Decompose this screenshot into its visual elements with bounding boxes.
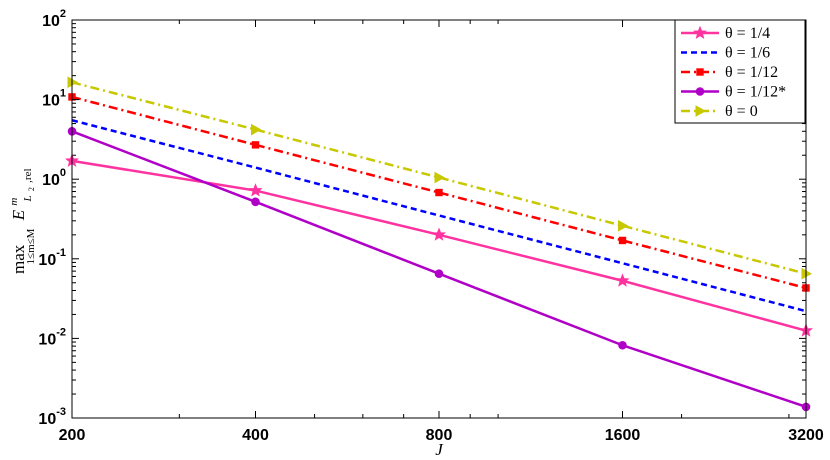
legend-item: θ = 1/12 — [681, 64, 778, 81]
data-point-circle — [695, 87, 705, 96]
y-label-max: max — [9, 244, 28, 274]
legend-label: θ = 0 — [725, 103, 758, 120]
data-point-star — [692, 25, 708, 39]
series-4 — [67, 126, 811, 412]
legend-label: θ = 1/4 — [725, 25, 770, 42]
series-line — [71, 159, 807, 332]
x-tick-label: 400 — [242, 427, 269, 444]
data-point-triangle — [695, 105, 707, 117]
x-tick-label: 3200 — [788, 427, 824, 444]
x-axis-label: J — [435, 440, 444, 459]
y-label-subscript-l: L — [22, 195, 34, 202]
data-point-square — [618, 236, 627, 245]
legend-item: θ = 0 — [681, 103, 758, 120]
legend-item: θ = 1/4 — [681, 25, 770, 42]
legend-label: θ = 1/12* — [725, 84, 786, 101]
data-point-triangle — [251, 123, 262, 136]
series-line — [71, 81, 807, 275]
series-line — [71, 95, 807, 290]
legend-item: θ = 1/6 — [681, 45, 770, 62]
y-tick-label: 10-1 — [38, 247, 66, 269]
y-label-error-symbol: E — [9, 209, 28, 221]
x-tick-label: 800 — [426, 427, 453, 444]
data-point-square — [435, 188, 443, 197]
y-axis-label: max 1≤m≤M E m L 2 ,rel — [2, 168, 38, 274]
y-tick-label: 101 — [42, 88, 66, 110]
legend-label: θ = 1/12 — [725, 64, 778, 81]
y-tick-label: 10-3 — [38, 406, 66, 428]
data-point-triangle — [434, 171, 446, 184]
legend: θ = 1/4 θ = 1/6 θ = 1/12 θ = 1/12* θ = 0 — [674, 19, 806, 124]
data-point-circle — [251, 197, 260, 207]
x-tick-label: 1600 — [605, 427, 641, 444]
legend-label: θ = 1/6 — [725, 45, 770, 62]
data-point-square — [696, 68, 704, 76]
series-line — [71, 130, 807, 409]
data-point-star — [248, 183, 263, 197]
series-layer — [64, 76, 814, 412]
y-axis: 10-3 10-2 10-1 100 101 102 — [38, 8, 806, 428]
svg-text:max 1≤m≤M E: max 1≤m≤M E m L 2 ,rel — [2, 168, 38, 274]
legend-item: θ = 1/12* — [681, 84, 786, 101]
series-line — [71, 119, 807, 313]
data-point-square — [251, 141, 260, 149]
series-2 — [71, 119, 807, 313]
y-label-superscript: m — [8, 198, 20, 206]
y-label-subscript-rel: ,rel — [22, 168, 34, 182]
y-label-subscript-index: 2 — [27, 187, 36, 191]
x-tick-label: 200 — [59, 427, 86, 444]
y-tick-label: 10-2 — [38, 326, 66, 348]
minor-ticks — [72, 20, 806, 418]
x-axis: 200 400 800 1600 3200 — [59, 20, 824, 444]
y-tick-label: 100 — [42, 167, 66, 189]
data-point-triangle — [618, 219, 629, 232]
data-point-star — [615, 273, 630, 287]
data-point-circle — [434, 269, 444, 278]
y-label-range: 1≤m≤M — [25, 228, 37, 264]
y-tick-label: 102 — [42, 8, 66, 30]
data-point-star — [431, 227, 447, 241]
data-point-circle — [618, 340, 627, 350]
